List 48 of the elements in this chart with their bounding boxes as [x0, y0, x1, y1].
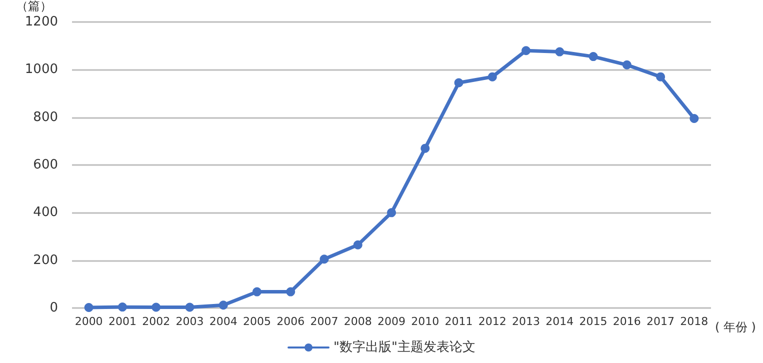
point: [252, 287, 262, 296]
point: [387, 208, 396, 218]
x-tick-label: 2010: [411, 315, 440, 328]
point: [522, 46, 531, 56]
x-tick-label: 2017: [646, 315, 675, 328]
x-tick-label: 2015: [579, 315, 608, 328]
point: [185, 302, 194, 312]
x-tick-label: 2005: [242, 315, 271, 328]
x-tick-label: 2018: [680, 315, 708, 328]
x-tick-label: 2002: [142, 315, 170, 328]
x-tick-label: 2012: [478, 315, 506, 328]
y-tick-label: 200: [33, 252, 58, 268]
point: [588, 52, 598, 62]
legend-label: "数字出版"主题发表论文: [334, 339, 476, 355]
point: [353, 240, 362, 250]
point: [622, 60, 632, 70]
x-axis-title: ( 年份 ): [715, 320, 756, 334]
x-tick-label: 2007: [310, 315, 338, 328]
y-tick-label: 1000: [24, 62, 58, 78]
point: [656, 72, 666, 82]
x-tick-label: 2016: [612, 315, 641, 328]
x-tick-label: 2004: [209, 315, 238, 328]
point: [488, 72, 497, 82]
point: [454, 78, 464, 88]
point: [118, 302, 127, 312]
y-tick-label: 600: [33, 158, 58, 172]
x-tick-label: 2013: [512, 315, 540, 328]
point: [84, 303, 94, 312]
y-tick-label: 0: [50, 300, 58, 316]
point: [286, 287, 296, 296]
point: [320, 254, 329, 264]
y-tick-label: 1200: [24, 14, 58, 30]
point: [555, 47, 564, 56]
y-axis-title: （篇）: [16, 0, 52, 13]
x-tick-label: 2003: [176, 315, 204, 328]
x-tick-label: 2011: [444, 315, 473, 328]
x-tick-label: 2014: [546, 315, 574, 328]
x-tick-label: 2006: [276, 315, 305, 328]
x-tick-label: 2009: [378, 315, 406, 328]
point: [420, 144, 430, 153]
y-tick-label: 800: [33, 110, 58, 125]
point: [152, 302, 161, 312]
x-tick-label: 2001: [108, 315, 136, 328]
point: [218, 300, 228, 310]
y-tick-label: 400: [33, 205, 58, 220]
x-tick-label: 2000: [74, 315, 103, 328]
point: [690, 114, 699, 124]
x-tick-label: 2008: [344, 315, 372, 328]
